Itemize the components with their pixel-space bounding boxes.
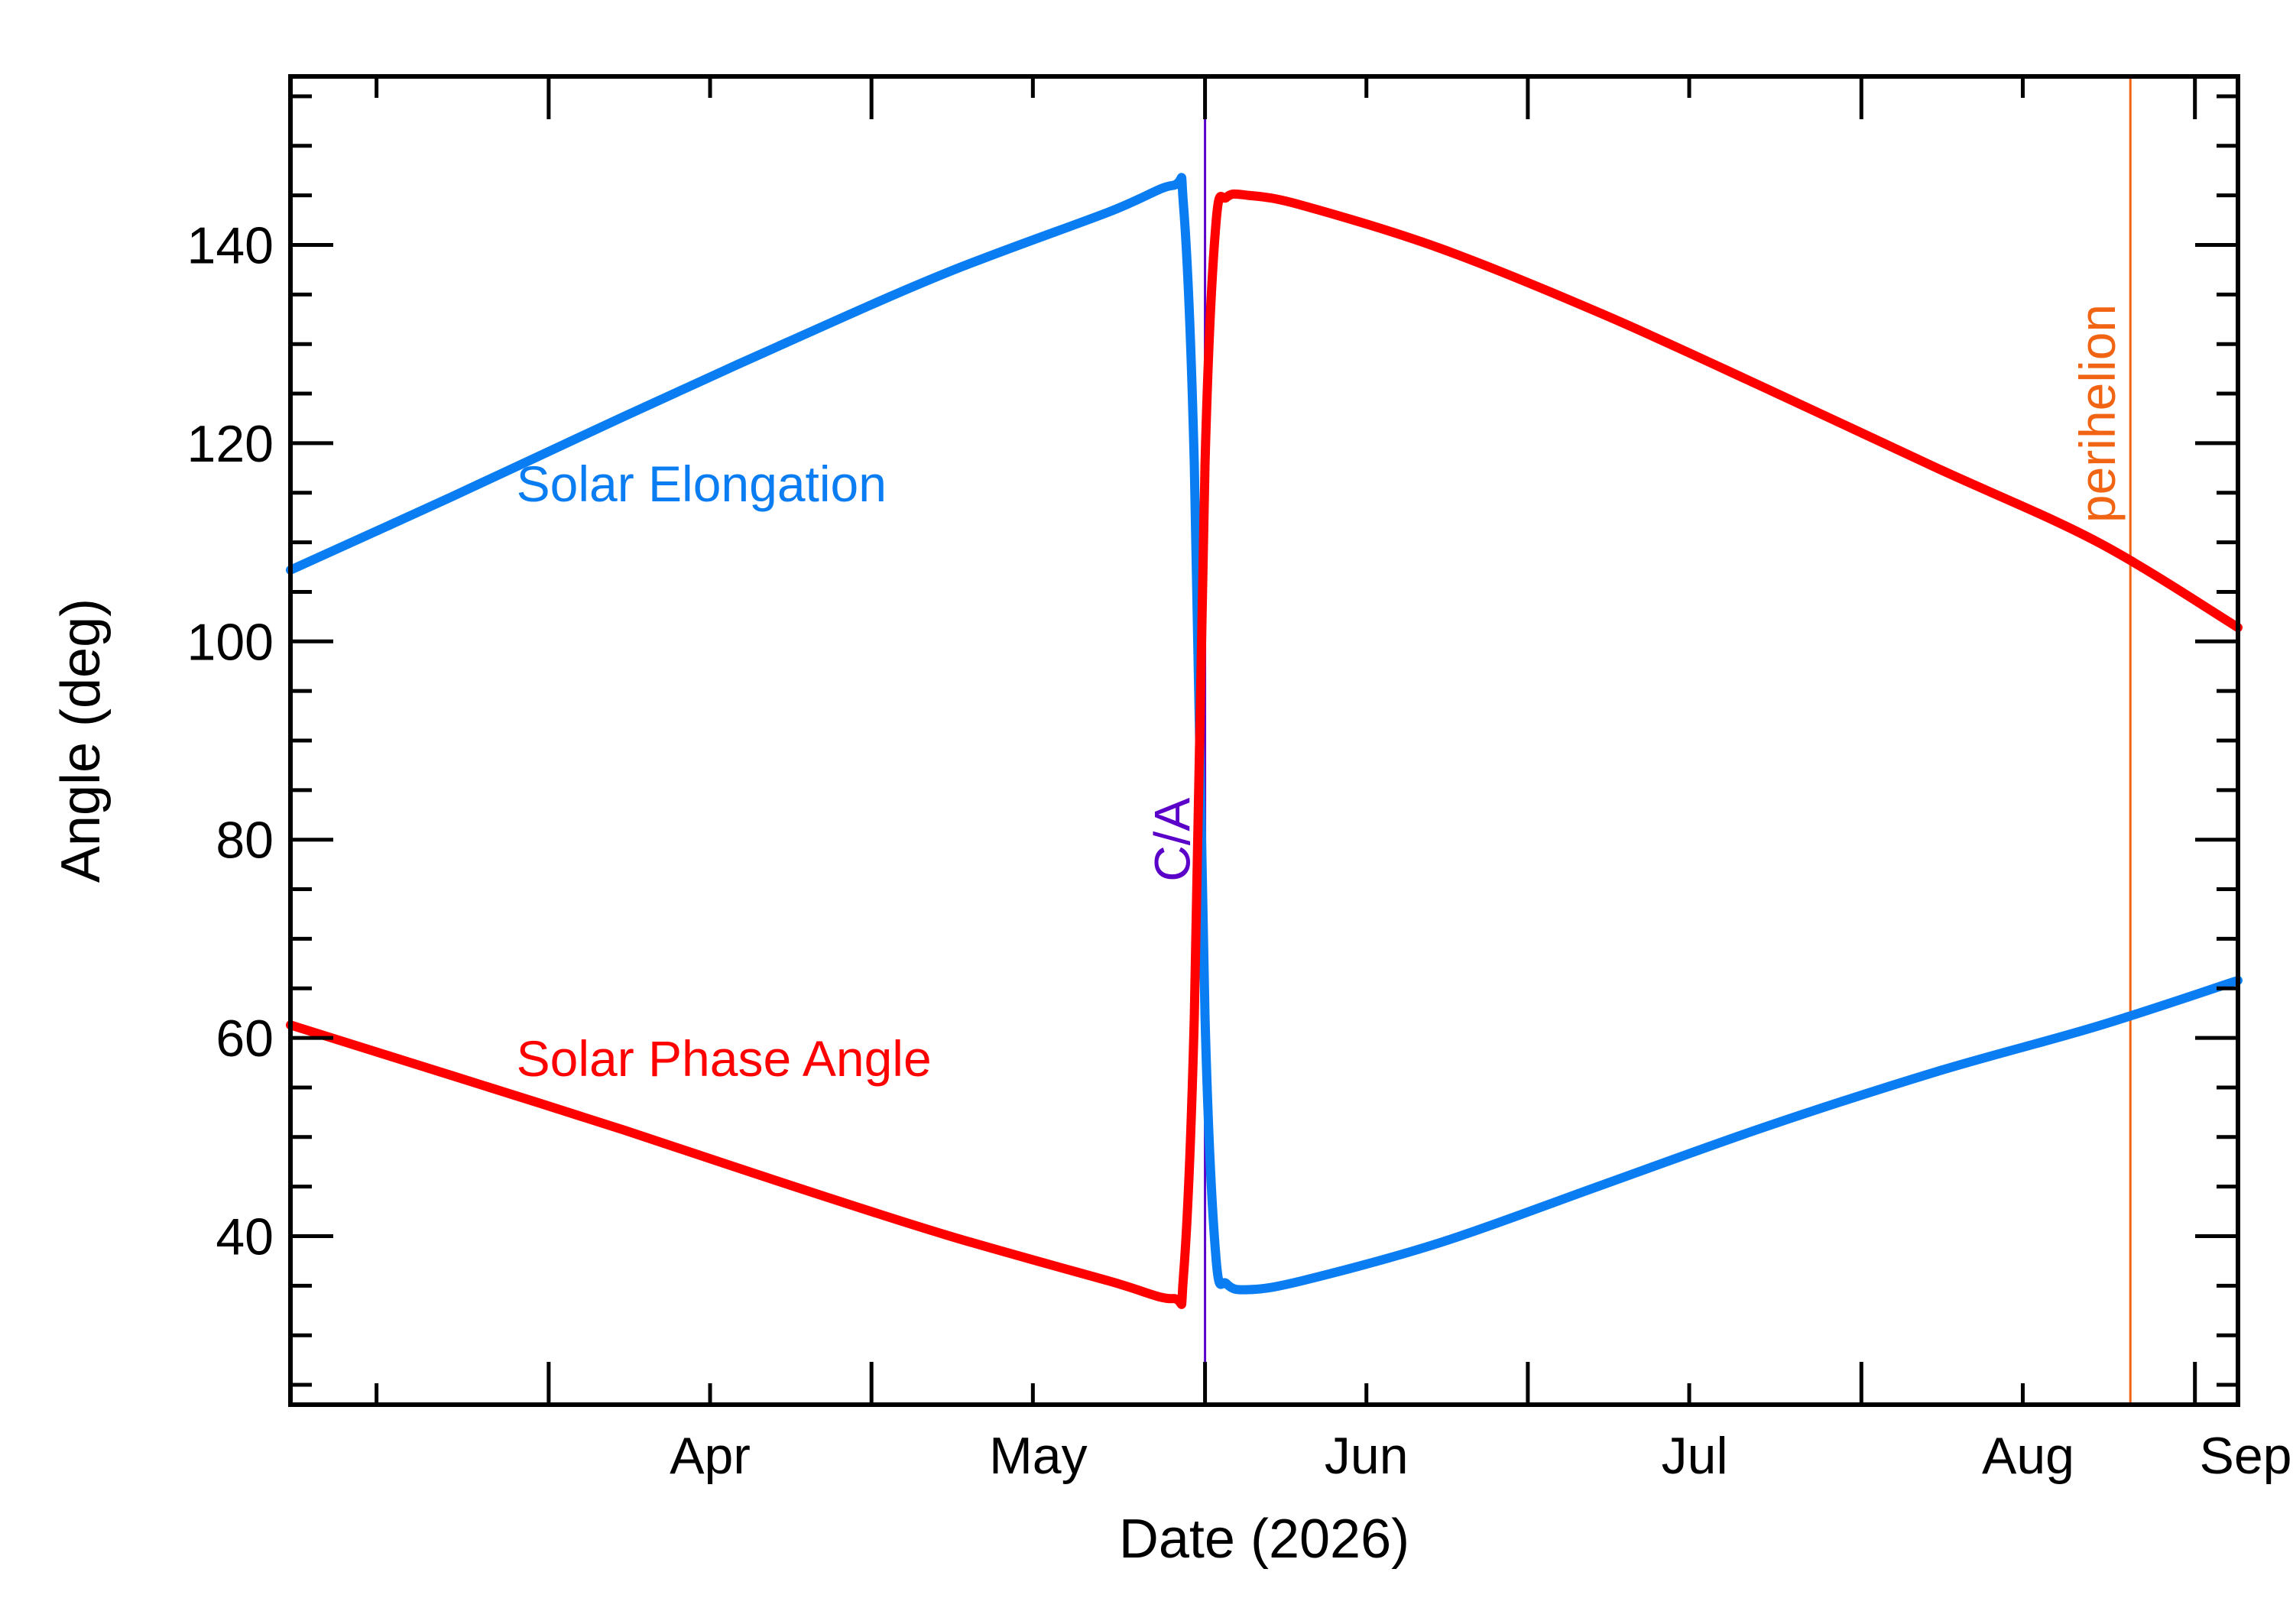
y-axis-title: Angle (deg) xyxy=(50,598,112,883)
series-label-solar-elongation: Solar Elongation xyxy=(517,455,887,512)
y-tick-label: 40 xyxy=(216,1208,274,1266)
vertical-markers xyxy=(1204,76,2132,1405)
annotations: C/A perihelion Solar Elongation Solar Phase… xyxy=(517,304,2126,1087)
x-tick-label-sep: Sep xyxy=(2200,1427,2292,1485)
y-tick-label: 100 xyxy=(187,613,274,671)
x-axis-title: Date (2026) xyxy=(1119,1509,1409,1570)
marker-label-perihelion: perihelion xyxy=(2069,304,2126,523)
y-tick-label: 120 xyxy=(187,415,274,473)
marker-label-ca: C/A xyxy=(1144,798,1201,882)
axis-ticks xyxy=(290,76,2238,1405)
plot-frame xyxy=(288,74,2240,1407)
series-line-solar-phase-angle xyxy=(286,189,2243,1309)
series-lines xyxy=(286,173,2243,1309)
y-tick-label: 80 xyxy=(216,812,274,870)
x-tick-label-may: May xyxy=(989,1427,1087,1485)
y-tick-label: 60 xyxy=(216,1010,274,1068)
x-tick-label-jun: Jun xyxy=(1325,1427,1409,1485)
tick-labels: 40 60 80 100 120 140 Apr May Jun Jul Aug Sep xyxy=(187,216,2292,1485)
series-line-solar-elongation xyxy=(286,173,2243,1295)
x-tick-label-aug: Aug xyxy=(1982,1427,2074,1485)
x-tick-label-jul: Jul xyxy=(1662,1427,1728,1485)
series-label-solar-phase-angle: Solar Phase Angle xyxy=(517,1030,932,1087)
x-tick-label-apr: Apr xyxy=(670,1427,751,1485)
y-tick-label: 140 xyxy=(187,216,274,274)
